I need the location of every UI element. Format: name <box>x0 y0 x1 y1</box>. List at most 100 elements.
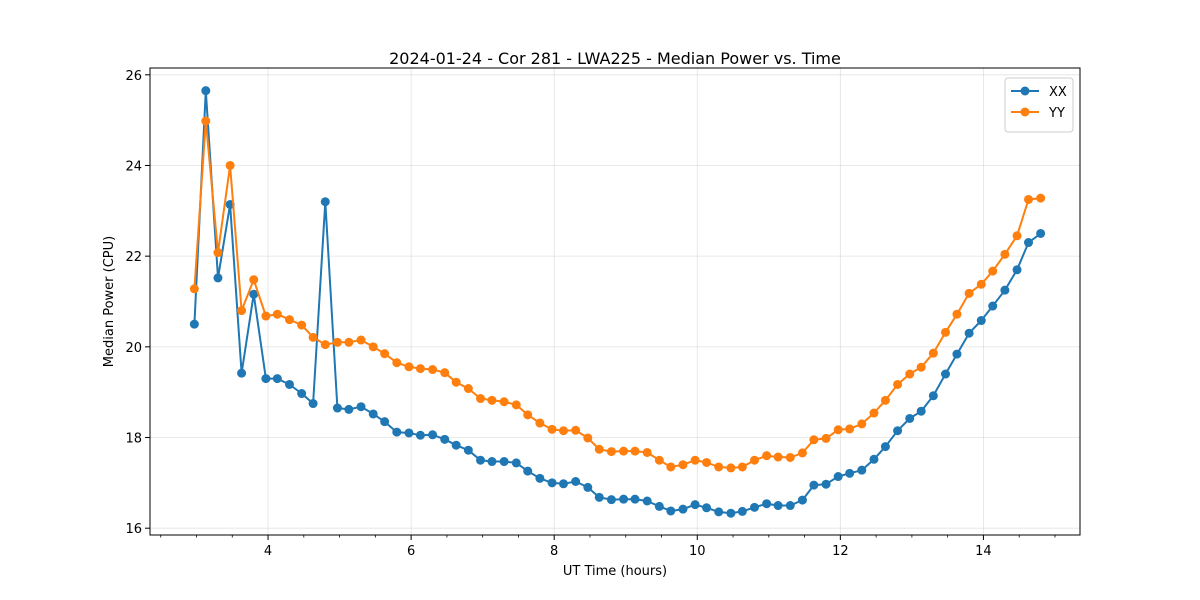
data-point-yy <box>392 358 402 368</box>
data-point-xx <box>523 466 533 476</box>
data-point-yy <box>1012 231 1022 241</box>
data-point-xx <box>451 440 461 450</box>
y-axis-label: Median Power (CPU) <box>102 236 117 367</box>
data-point-xx <box>1023 238 1033 248</box>
data-point-xx <box>535 473 545 483</box>
data-point-yy <box>916 362 926 372</box>
data-point-yy <box>893 379 903 389</box>
data-point-yy <box>654 455 664 465</box>
data-point-yy <box>428 365 438 375</box>
data-point-yy <box>535 418 545 428</box>
data-point-yy <box>285 315 294 325</box>
data-point-xx <box>606 495 616 505</box>
data-point-xx <box>344 404 354 414</box>
data-point-xx <box>249 289 259 299</box>
data-point-yy <box>630 446 640 456</box>
data-point-xx <box>201 86 211 96</box>
data-point-xx <box>571 476 581 486</box>
data-point-xx <box>237 368 247 378</box>
data-point-yy <box>499 397 509 407</box>
data-point-xx <box>714 507 724 517</box>
data-point-xx <box>272 374 282 384</box>
axis-ticks: 4 6 8 10 12 14 16 18 20 22 24 26 <box>125 69 1056 559</box>
data-point-yy <box>201 116 211 126</box>
data-point-xx <box>750 502 759 512</box>
data-point-xx <box>1036 228 1046 238</box>
data-point-xx <box>869 454 879 464</box>
data-point-xx <box>1000 285 1010 295</box>
data-point-yy <box>451 377 461 387</box>
data-point-xx <box>893 426 903 436</box>
data-point-yy <box>272 309 282 319</box>
data-point-yy <box>415 364 425 374</box>
data-point-xx <box>773 501 783 511</box>
y-tick-label: 26 <box>125 69 142 84</box>
data-point-xx <box>976 316 986 326</box>
data-point-xx <box>547 478 557 488</box>
data-point-xx <box>726 508 736 518</box>
data-point-yy <box>344 337 354 347</box>
data-point-xx <box>261 374 271 384</box>
data-point-yy <box>237 306 247 316</box>
data-point-xx <box>463 445 473 455</box>
data-point-yy <box>797 448 807 458</box>
x-tick-label: 6 <box>407 544 415 559</box>
legend: XX YY <box>1004 77 1074 133</box>
data-point-yy <box>678 460 688 470</box>
data-point-xx <box>558 479 568 489</box>
data-point-xx <box>809 480 819 490</box>
data-point-yy <box>642 447 652 457</box>
y-tick-label: 20 <box>125 341 142 356</box>
data-point-xx <box>916 406 926 416</box>
data-point-yy <box>785 452 795 462</box>
x-tick-label: 4 <box>264 544 272 559</box>
data-point-yy <box>368 342 378 352</box>
data-point-yy <box>261 311 271 321</box>
data-point-xx <box>797 495 807 505</box>
data-point-yy <box>690 455 700 465</box>
chart-title: 2024-01-24 - Cor 281 - LWA225 - Median P… <box>389 49 841 68</box>
data-point-xx <box>833 472 843 482</box>
x-tick-label: 8 <box>550 544 558 559</box>
data-point-xx <box>392 427 402 437</box>
data-point-xx <box>285 379 294 389</box>
data-point-yy <box>332 337 342 347</box>
data-point-xx <box>857 465 867 475</box>
data-point-yy <box>976 279 986 289</box>
series-yy <box>189 116 1046 473</box>
data-point-xx <box>440 434 450 444</box>
data-point-xx <box>785 501 795 511</box>
data-point-yy <box>821 433 831 443</box>
data-point-xx <box>678 504 688 514</box>
data-point-xx <box>702 503 712 513</box>
data-point-yy <box>880 395 890 405</box>
x-tick-label: 10 <box>689 544 706 559</box>
data-point-xx <box>737 506 747 516</box>
plot-series <box>189 86 1046 518</box>
data-point-xx <box>356 402 366 412</box>
data-point-yy <box>583 433 593 443</box>
data-point-yy <box>213 248 223 258</box>
data-point-yy <box>476 394 486 404</box>
legend-marker-xx <box>1020 86 1030 96</box>
data-point-xx <box>952 349 962 359</box>
data-point-yy <box>988 266 998 276</box>
data-point-xx <box>941 369 951 379</box>
data-point-xx <box>666 506 676 516</box>
data-point-xx <box>583 482 593 492</box>
data-point-yy <box>1023 194 1033 204</box>
data-point-yy <box>380 349 390 359</box>
data-point-yy <box>928 348 938 358</box>
x-axis-label: UT Time (hours) <box>563 564 667 579</box>
data-point-xx <box>415 430 425 440</box>
data-point-yy <box>249 275 259 285</box>
data-point-xx <box>821 479 831 489</box>
data-point-xx <box>845 468 855 478</box>
legend-label-xx: XX <box>1049 85 1067 100</box>
data-point-xx <box>380 417 390 427</box>
data-point-yy <box>571 425 581 435</box>
data-point-yy <box>845 424 855 434</box>
data-point-xx <box>308 399 318 409</box>
data-point-yy <box>523 410 533 420</box>
